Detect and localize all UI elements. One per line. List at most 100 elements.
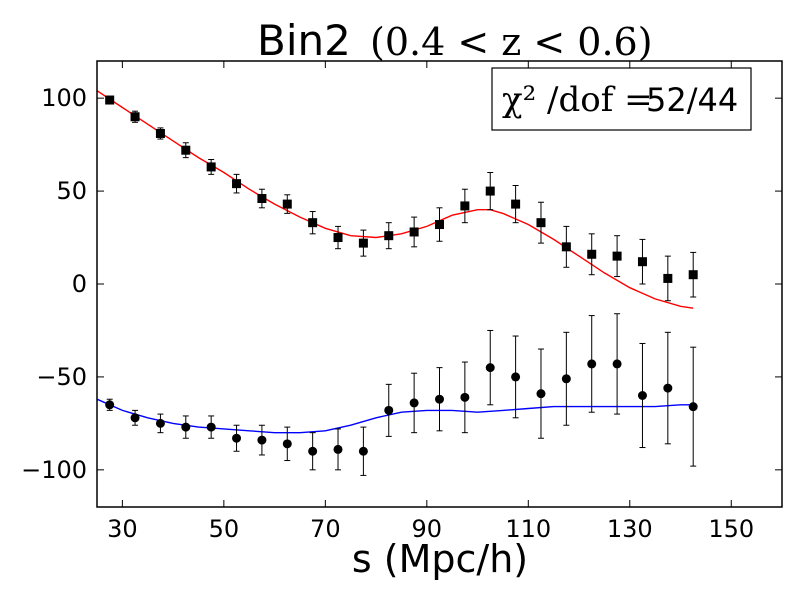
y-tick-label: −100 (21, 456, 87, 484)
upper-data-point (105, 95, 115, 105)
circle-marker (384, 405, 394, 415)
y-tick-label: 50 (56, 177, 87, 205)
circle-marker (308, 446, 318, 456)
lower-data-point (485, 329, 495, 406)
square-marker (232, 179, 242, 189)
y-tick-label: −50 (36, 363, 87, 391)
square-marker (358, 238, 368, 248)
upper-data-point (257, 188, 267, 209)
lower-data-point (155, 413, 165, 434)
lower-data-point (257, 424, 267, 456)
lower-data-point (637, 342, 647, 449)
x-tick-label: 30 (107, 515, 138, 543)
legend-math: χ² /dof = (502, 80, 653, 120)
upper-data-point (130, 110, 140, 123)
upper-data-point (358, 229, 368, 257)
upper-data-point (511, 185, 521, 224)
legend-frame (491, 67, 752, 131)
upper-data-point (181, 142, 191, 159)
lower-data-point (612, 313, 622, 415)
lower-data-point (105, 398, 115, 411)
lower-data-point (561, 331, 571, 426)
circle-marker (536, 389, 546, 399)
square-marker (181, 145, 191, 155)
square-marker (105, 95, 115, 105)
square-marker (435, 220, 444, 230)
lower-data-point (587, 315, 597, 413)
plot-area (96, 90, 698, 476)
upper-data-point (282, 194, 292, 214)
lower-data-point (232, 424, 242, 452)
lower-data-point (663, 331, 673, 445)
upper-data-point (308, 211, 318, 235)
upper-data-point (460, 188, 470, 224)
square-marker (637, 257, 647, 267)
circle-marker (155, 418, 165, 428)
circle-marker (232, 433, 242, 443)
square-marker (257, 194, 267, 204)
lower-data-point (435, 367, 444, 432)
circle-marker (181, 422, 191, 432)
circle-marker (663, 383, 673, 393)
x-tick-label: 130 (607, 515, 653, 543)
upper-data-point (409, 216, 419, 248)
circle-marker (105, 400, 115, 410)
square-marker (206, 162, 216, 172)
square-marker (485, 186, 495, 196)
upper-data-point (663, 255, 673, 302)
circle-marker (130, 413, 140, 423)
y-tick-label: 100 (41, 84, 87, 112)
square-marker (155, 128, 165, 138)
x-tick-label: 70 (310, 515, 341, 543)
x-tick-label: 90 (412, 515, 443, 543)
chart-title-math: (0.4 < z < 0.6) (370, 20, 653, 64)
upper-data-point (384, 222, 394, 250)
lower-data-point (536, 348, 546, 439)
lower-data-point (688, 346, 698, 467)
square-marker (688, 270, 698, 280)
upper-data-point (232, 173, 242, 194)
circle-marker (409, 398, 419, 408)
square-marker (460, 201, 470, 211)
x-tick-label: 50 (209, 515, 240, 543)
lower-data-point (130, 409, 140, 426)
upper-data-point (155, 127, 165, 140)
upper-data-point (206, 158, 216, 175)
circle-marker (485, 363, 495, 373)
lower-model-line (96, 398, 694, 434)
lower-data-point (511, 335, 521, 419)
lower-data-point (181, 415, 191, 439)
lower-data-point (460, 361, 470, 434)
square-marker (561, 242, 571, 252)
square-marker (282, 199, 292, 209)
upper-data-point (536, 201, 546, 244)
circle-marker (637, 391, 647, 400)
lower-data-point (308, 432, 318, 471)
circle-marker (561, 374, 571, 384)
square-marker (612, 251, 622, 261)
square-marker (536, 218, 546, 228)
upper-data-point (587, 233, 597, 276)
y-tick-label: 0 (72, 270, 87, 298)
upper-data-point (435, 207, 444, 242)
square-marker (511, 199, 521, 209)
circle-marker (511, 372, 521, 382)
circle-marker (257, 435, 267, 445)
square-marker (333, 233, 343, 243)
lower-data-point (333, 428, 343, 471)
square-marker (384, 231, 394, 241)
x-tick-label: 110 (505, 515, 551, 543)
circle-marker (587, 359, 597, 369)
legend-value: 52/44 (646, 81, 738, 119)
upper-data-point (333, 225, 343, 250)
upper-data-point (485, 172, 495, 211)
circle-marker (206, 422, 216, 432)
circle-marker (282, 439, 292, 449)
circle-marker (435, 394, 444, 404)
square-marker (587, 249, 597, 259)
chart-title: Bin2 (257, 16, 351, 65)
circle-marker (612, 359, 622, 369)
lower-data-point (409, 372, 419, 434)
lower-data-point (282, 426, 292, 462)
